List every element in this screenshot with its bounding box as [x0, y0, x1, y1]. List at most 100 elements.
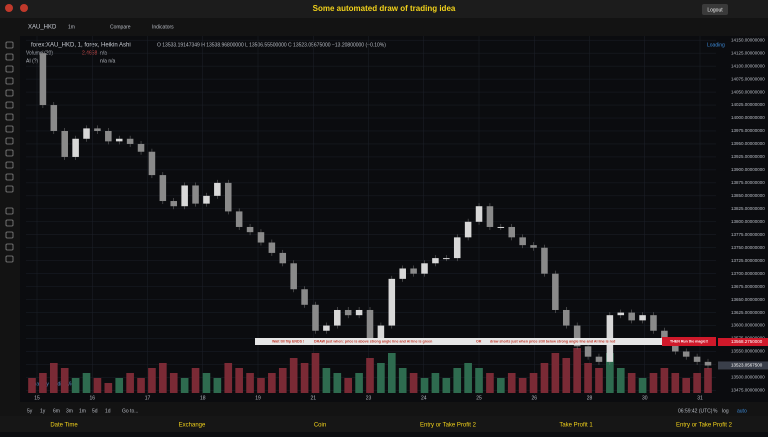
range-button[interactable]: 5y — [27, 408, 33, 414]
volume-bar — [649, 373, 658, 393]
tool-icon[interactable] — [5, 65, 14, 73]
y-tick-label: 13750.00000000 — [731, 245, 765, 250]
volume-bar — [180, 378, 189, 393]
volume-bar — [398, 368, 407, 393]
range-button[interactable]: 1m — [79, 408, 86, 414]
logout-label[interactable]: Logout — [707, 7, 723, 13]
tool-icon[interactable] — [5, 101, 14, 109]
tool-icon[interactable] — [5, 207, 14, 215]
tool-icon[interactable] — [5, 41, 14, 49]
tool-icon[interactable] — [5, 219, 14, 227]
volume-bar — [169, 373, 178, 393]
volume-bar — [584, 363, 592, 393]
tool-icon[interactable] — [5, 231, 14, 239]
volume-bar — [148, 368, 156, 393]
x-tick-label: 16 — [89, 395, 95, 401]
candle-body — [115, 138, 123, 142]
candle-body — [693, 356, 701, 362]
candle-body — [475, 206, 483, 222]
y-tick-label: 13775.00000000 — [731, 232, 765, 237]
volume-bar — [344, 378, 353, 393]
volume-bar — [409, 373, 418, 393]
cta[interactable] — [662, 337, 716, 346]
y-tick-label: 13650.00000000 — [731, 297, 765, 302]
volume-bar — [387, 353, 396, 393]
x-tick-label: 26 — [531, 395, 537, 401]
candle-body — [214, 182, 221, 196]
x-tick-label: 15 — [34, 395, 40, 401]
y-tick-label: 13475.00000000 — [731, 388, 765, 393]
candle-body — [203, 195, 210, 204]
compare[interactable]: Compare — [110, 24, 131, 30]
icon[interactable] — [20, 4, 28, 12]
log[interactable]: log — [722, 408, 729, 414]
indicators[interactable]: Indicators — [152, 24, 174, 30]
candle-body — [355, 309, 363, 316]
tool-icon[interactable] — [5, 77, 14, 85]
banner-text: OR — [476, 339, 482, 343]
tool-icon[interactable] — [5, 125, 14, 133]
y-tick-label: 14075.00000000 — [731, 76, 765, 81]
auto[interactable]: auto — [737, 408, 747, 414]
symbol[interactable]: XAU_HKD — [28, 25, 57, 31]
icon[interactable] — [5, 4, 13, 12]
candle-body — [72, 138, 79, 157]
volume-bar — [497, 378, 505, 393]
candle-body — [628, 312, 635, 321]
volume-bar — [529, 373, 538, 393]
volume-bar — [355, 373, 363, 393]
y-tick-label: 13550.00000000 — [731, 349, 765, 354]
interval[interactable]: 1m — [68, 24, 75, 30]
x-tick-label: 18 — [200, 395, 206, 401]
y-tick-label: 13625.00000000 — [731, 310, 765, 315]
logout-button[interactable] — [702, 4, 728, 15]
candle-body — [235, 211, 243, 227]
banner-text: Wait till flip ENDS ! — [272, 339, 304, 343]
range-button[interactable]: 3m — [66, 408, 73, 414]
range-button[interactable]: 1d — [105, 408, 111, 414]
price-tag-label: 13568.2750000 — [731, 339, 763, 344]
candle-body — [399, 268, 406, 279]
range-button[interactable]: 5d — [92, 408, 98, 414]
tool-icon[interactable] — [5, 53, 14, 61]
toolbar — [0, 18, 768, 36]
volume-bar — [595, 368, 603, 393]
percent[interactable]: % — [713, 408, 718, 414]
cta-text[interactable]: THEN Run the magic!! — [670, 339, 708, 343]
candle-body — [541, 247, 548, 274]
volume-bar — [366, 358, 374, 393]
volume-bar — [60, 368, 69, 393]
tool-icon[interactable] — [5, 137, 14, 145]
x-tick-label: 21 — [310, 395, 316, 401]
price-tag — [718, 361, 768, 370]
candle-body — [224, 182, 232, 212]
tool-icon[interactable] — [5, 185, 14, 193]
footer-label: Exchange — [179, 423, 206, 429]
legend-ai: AI (?) — [26, 58, 39, 64]
tool-icon[interactable] — [5, 173, 14, 181]
volume-bar — [551, 353, 560, 393]
candle-body — [61, 130, 68, 157]
candle-body — [83, 128, 90, 139]
tool-icon[interactable] — [5, 113, 14, 121]
volume-bar — [289, 358, 298, 393]
range-button[interactable]: 6m — [53, 408, 60, 414]
footer-label: Date Time — [50, 423, 78, 429]
volume-bar — [606, 353, 614, 393]
range-button[interactable]: 1y — [40, 408, 46, 414]
tool-icon[interactable] — [5, 89, 14, 97]
range-button[interactable]: Go to... — [122, 408, 138, 414]
candle-body — [421, 263, 428, 274]
candle-body — [323, 325, 330, 331]
y-tick-label: 13825.00000000 — [731, 206, 765, 211]
price-tag — [718, 338, 768, 347]
tool-icon[interactable] — [5, 149, 14, 157]
candle-body — [639, 315, 646, 321]
volume-bar — [660, 368, 669, 393]
tool-icon[interactable] — [5, 161, 14, 169]
candle-body — [126, 138, 134, 144]
footer-label: Entry or Take Profit 2 — [420, 423, 477, 429]
candle-body — [584, 346, 592, 357]
tool-icon[interactable] — [5, 255, 14, 263]
tool-icon[interactable] — [5, 243, 14, 251]
